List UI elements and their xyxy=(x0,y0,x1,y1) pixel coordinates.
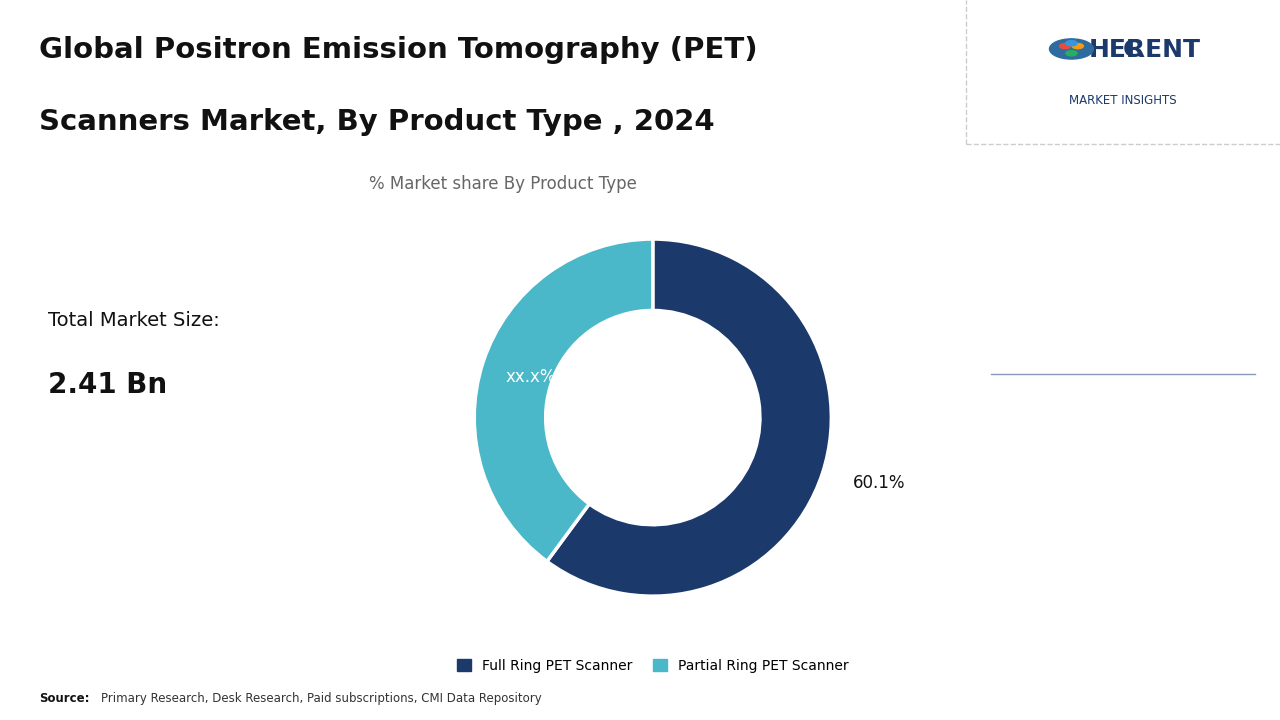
Text: Source:: Source: xyxy=(38,692,90,705)
Text: C: C xyxy=(1124,38,1142,63)
Text: 2024: 2024 xyxy=(992,336,1029,350)
Text: (PET) Scanners: (PET) Scanners xyxy=(992,528,1138,547)
Text: 60.1%: 60.1% xyxy=(852,474,905,492)
Text: Global Positron Emission Tomography (PET): Global Positron Emission Tomography (PET… xyxy=(38,37,758,64)
Text: MARKET INSIGHTS: MARKET INSIGHTS xyxy=(1069,94,1178,107)
Wedge shape xyxy=(475,239,653,562)
Legend: Full Ring PET Scanner, Partial Ring PET Scanner: Full Ring PET Scanner, Partial Ring PET … xyxy=(452,653,854,678)
Text: Emission: Emission xyxy=(992,444,1078,464)
Text: HERENT: HERENT xyxy=(1089,38,1201,63)
Circle shape xyxy=(1073,43,1083,49)
Text: 2.41 Bn: 2.41 Bn xyxy=(49,372,168,399)
Wedge shape xyxy=(547,239,831,596)
Circle shape xyxy=(1060,43,1071,49)
Text: Tomography: Tomography xyxy=(992,487,1111,505)
Text: xx.x%: xx.x% xyxy=(506,369,556,387)
Text: Global Positron: Global Positron xyxy=(992,402,1138,421)
Text: Primary Research, Desk Research, Paid subscriptions, CMI Data Repository: Primary Research, Desk Research, Paid su… xyxy=(101,692,543,705)
Circle shape xyxy=(1050,39,1093,59)
Text: Full Ring PET Scanner: Full Ring PET Scanner xyxy=(992,255,1172,269)
Text: Scanners Market, By Product Type , 2024: Scanners Market, By Product Type , 2024 xyxy=(38,109,714,136)
Text: Market Revenue Share,: Market Revenue Share, xyxy=(992,310,1162,324)
Text: Market: Market xyxy=(992,570,1059,590)
Text: % Market share By Product Type: % Market share By Product Type xyxy=(369,175,636,192)
Circle shape xyxy=(1066,40,1076,46)
Text: Total Market Size:: Total Market Size: xyxy=(49,311,220,330)
Text: 60.1%: 60.1% xyxy=(992,194,1156,238)
Circle shape xyxy=(1066,50,1076,56)
Text: Product Type - Estimated: Product Type - Estimated xyxy=(992,284,1174,298)
